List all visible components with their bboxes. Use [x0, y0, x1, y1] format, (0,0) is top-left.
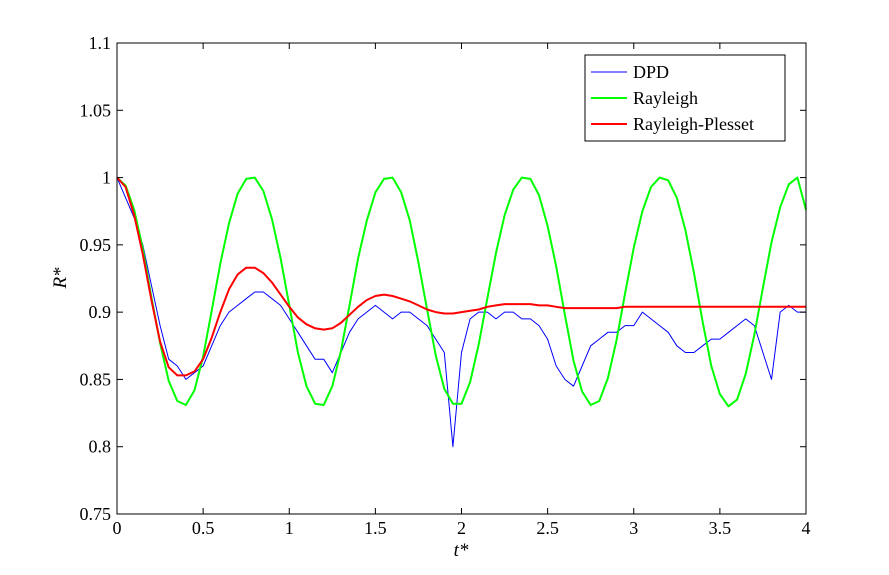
- legend-label-3: Rayleigh-Plesset: [633, 114, 754, 134]
- y-axis-label: R*: [50, 267, 71, 290]
- y-tick-label: 0.95: [80, 235, 112, 255]
- x-tick-label: 1: [285, 518, 294, 538]
- y-tick-label: 1: [102, 168, 111, 188]
- x-tick-label: 0.5: [192, 518, 215, 538]
- x-tick-label: 2: [457, 518, 466, 538]
- y-tick-label: 0.85: [80, 369, 112, 389]
- y-tick-label: 0.8: [89, 437, 112, 457]
- y-tick-label: 0.75: [80, 504, 112, 524]
- series-line-3: [116, 176, 806, 377]
- y-tick-label: 0.9: [89, 302, 112, 322]
- legend: DPD Rayleigh Rayleigh-Plesset: [584, 54, 786, 142]
- y-tick-label: 1.1: [89, 33, 112, 53]
- ticks-layer: 0 0.5 1 1.5 2 2.5 3 3.5 4 0.75 0.8 0.85 0.9 0.95 1 1.05…: [80, 33, 811, 538]
- legend-label-2: Rayleigh: [633, 88, 698, 108]
- series-line-2: [116, 176, 807, 408]
- x-tick-label: 4: [802, 518, 811, 538]
- x-tick-label: 3: [629, 518, 638, 538]
- x-tick-label: 1.5: [364, 518, 387, 538]
- x-tick-label: 3.5: [709, 518, 732, 538]
- series-line-1: [116, 177, 806, 448]
- x-axis-label: t*: [454, 540, 469, 561]
- y-tick-label: 1.05: [80, 100, 112, 120]
- series-layer: [116, 176, 807, 448]
- x-tick-label: 0: [113, 518, 122, 538]
- legend-label-1: DPD: [633, 62, 669, 82]
- x-tick-label: 2.5: [536, 518, 559, 538]
